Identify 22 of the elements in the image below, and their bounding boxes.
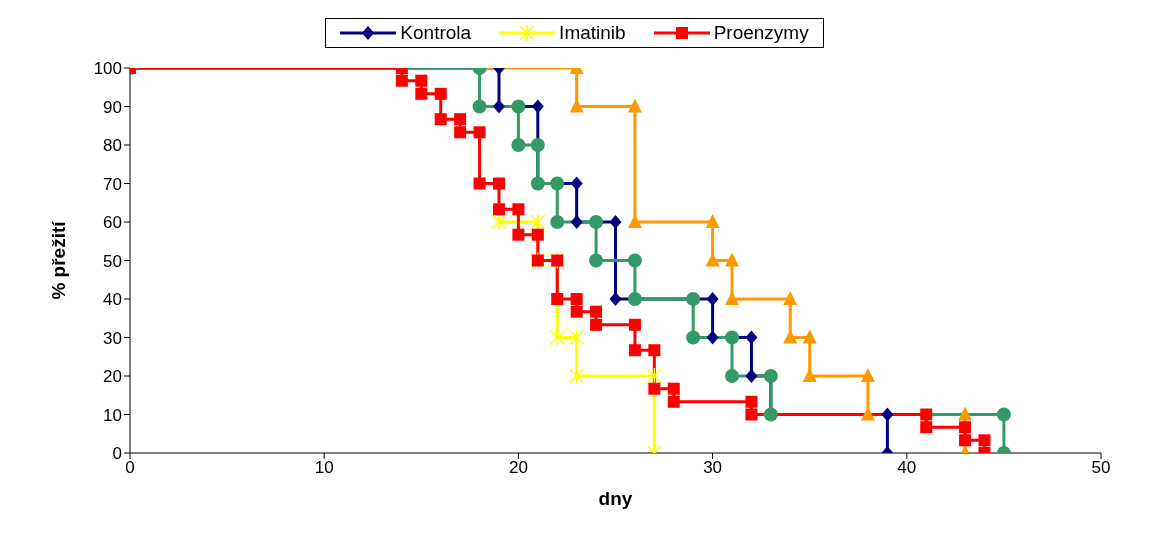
y-tick-label: 80 bbox=[103, 136, 122, 156]
legend-label: Imatinib bbox=[559, 22, 626, 44]
y-tick-label: 90 bbox=[103, 97, 122, 117]
x-axis-title: dny bbox=[598, 488, 633, 509]
legend-label: Proenzymy bbox=[713, 22, 809, 44]
y-tick-label: 100 bbox=[93, 59, 122, 79]
y-axis-title: % přežití bbox=[47, 220, 69, 300]
y-tick-label: 10 bbox=[103, 405, 122, 425]
y-tick-label: 50 bbox=[103, 251, 122, 271]
y-tick-label: 30 bbox=[103, 328, 122, 348]
x-tick-label: 20 bbox=[508, 458, 528, 478]
x-tick-label: 50 bbox=[1091, 458, 1111, 478]
x-tick-label: 10 bbox=[314, 458, 334, 478]
x-tick-label: 30 bbox=[703, 458, 723, 478]
y-tick-label: 40 bbox=[103, 290, 122, 310]
y-tick-label: 60 bbox=[103, 213, 122, 233]
y-tick-label: 0 bbox=[112, 444, 122, 464]
x-tick-label: 40 bbox=[897, 458, 917, 478]
x-tick-label: 0 bbox=[125, 458, 135, 478]
legend-label: Kontrola bbox=[400, 22, 472, 44]
y-tick-label: 20 bbox=[103, 367, 122, 387]
y-tick-label: 70 bbox=[103, 174, 122, 194]
